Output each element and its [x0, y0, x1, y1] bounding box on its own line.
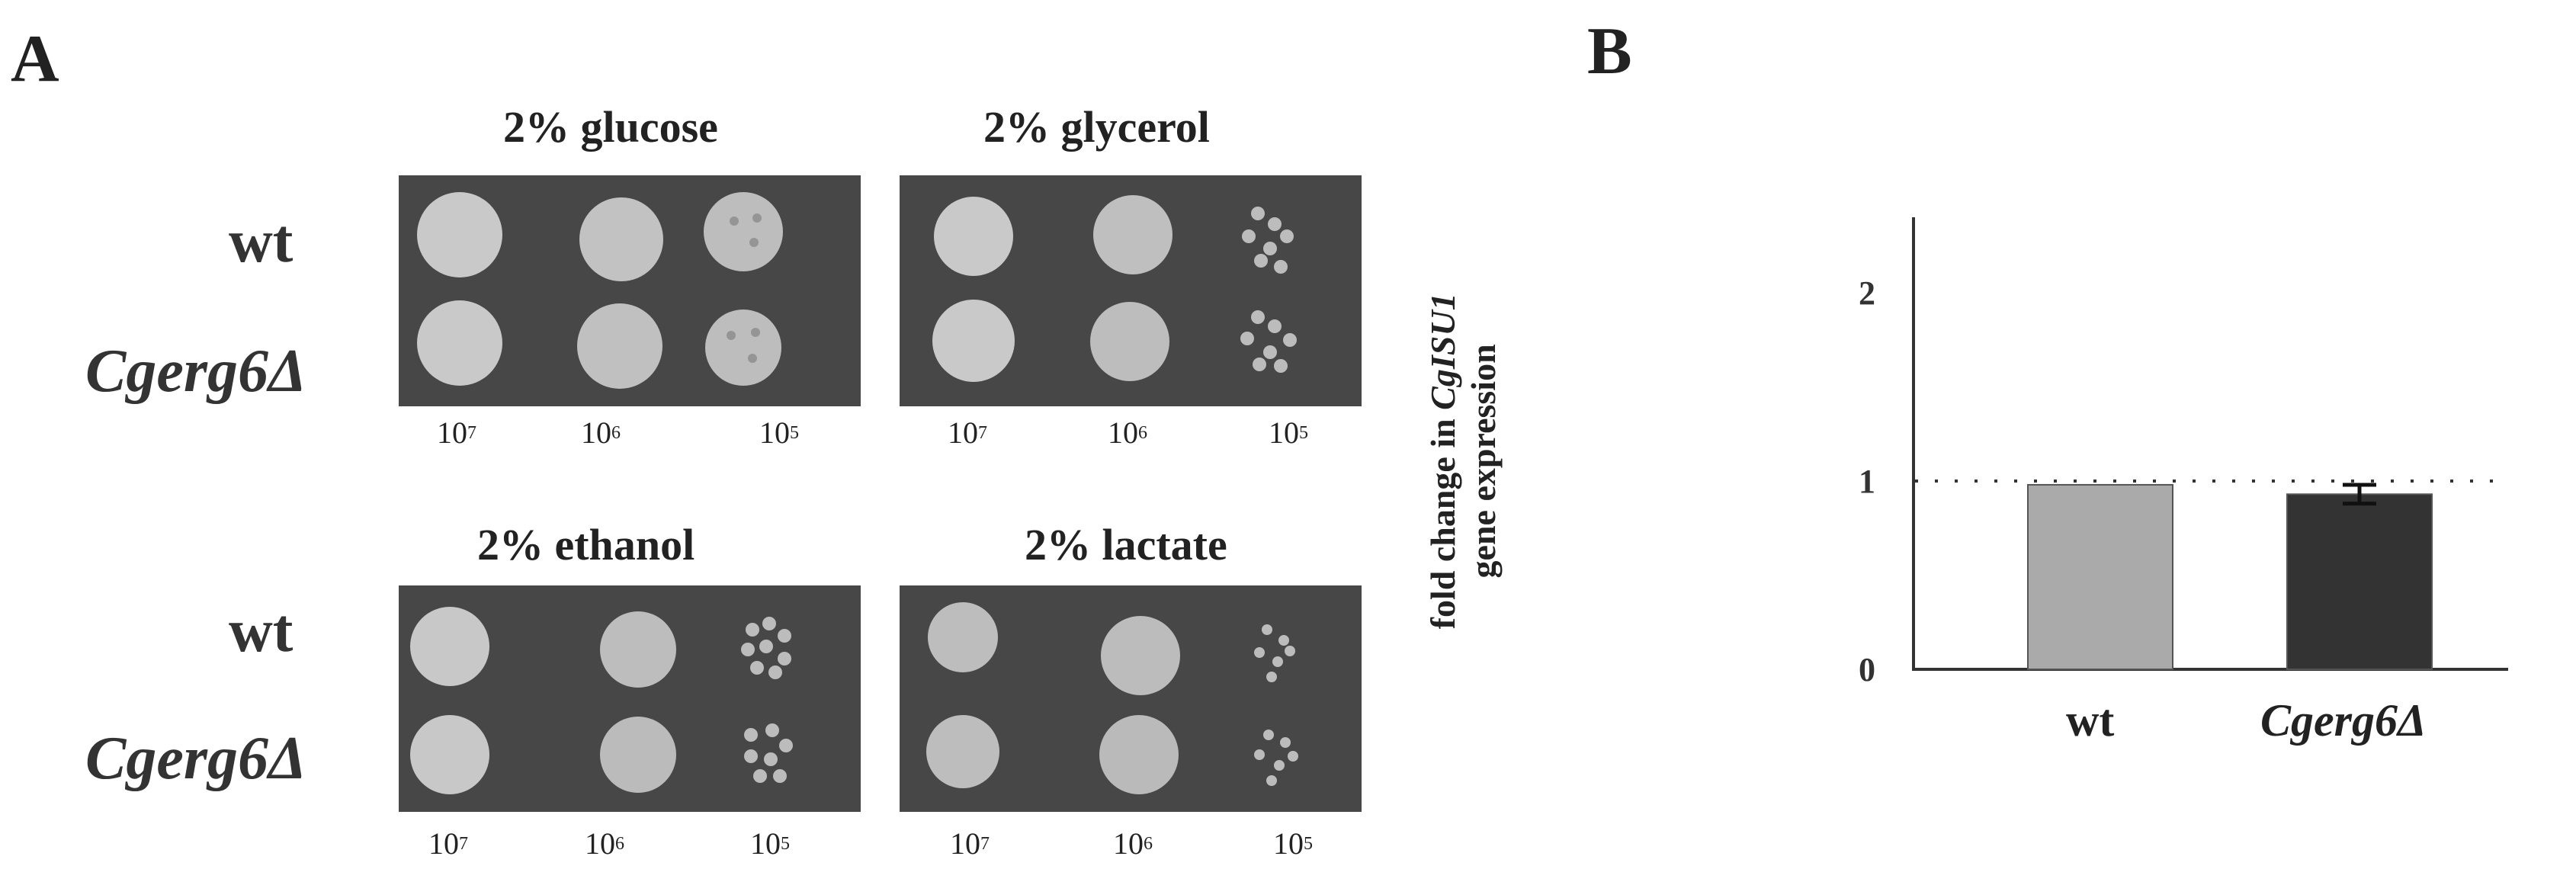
error-bar: [2343, 483, 2376, 506]
panel-label-a: A: [11, 22, 59, 96]
plate-title-glycerol: 2% glycerol: [983, 102, 1210, 152]
strain-label-wt-top: wt: [229, 208, 294, 275]
bar-wt: [2027, 483, 2173, 670]
plate-image-lactate: [900, 585, 1362, 812]
plate-title-ethanol: 2% ethanol: [477, 520, 695, 569]
dilution-label: 106: [585, 826, 624, 861]
dilution-label: 106: [581, 415, 621, 450]
panel-label-b: B: [1587, 14, 1632, 88]
dilution-label: 107: [948, 415, 987, 450]
plate-title-glucose: 2% glucose: [503, 102, 718, 152]
x-tick-label-wt: wt: [2066, 695, 2115, 746]
y-axis-label: fold change in CgISU1 gene expression: [1423, 293, 1503, 630]
plate-image-glycerol: [900, 175, 1362, 406]
dilution-label: 106: [1113, 826, 1153, 861]
dilution-label: 107: [950, 826, 990, 861]
dilution-label: 105: [750, 826, 790, 861]
strain-label-mutant-top: Cgerg6Δ: [85, 338, 307, 405]
dilution-label: 105: [759, 415, 799, 450]
plate-image-ethanol: [399, 585, 861, 812]
y-tick-label: 1: [1859, 463, 1875, 500]
bar-chart: 0 1 2: [1859, 217, 2508, 688]
dilution-label: 105: [1273, 826, 1313, 861]
x-tick-label-cgerg6: Cgerg6Δ: [2260, 695, 2427, 746]
bar-cgerg6: [2286, 493, 2433, 671]
dilution-label: 107: [428, 826, 468, 861]
strain-label-mutant-bottom: Cgerg6Δ: [85, 725, 307, 792]
dilution-label: 105: [1269, 415, 1308, 450]
plate-image-glucose: [399, 175, 861, 406]
plate-title-lactate: 2% lactate: [1025, 520, 1227, 569]
dilution-label: 107: [437, 415, 476, 450]
strain-label-wt-bottom: wt: [229, 598, 294, 665]
y-tick-label: 2: [1859, 274, 1875, 312]
y-tick-label: 0: [1859, 651, 1875, 688]
dilution-label: 106: [1108, 415, 1147, 450]
